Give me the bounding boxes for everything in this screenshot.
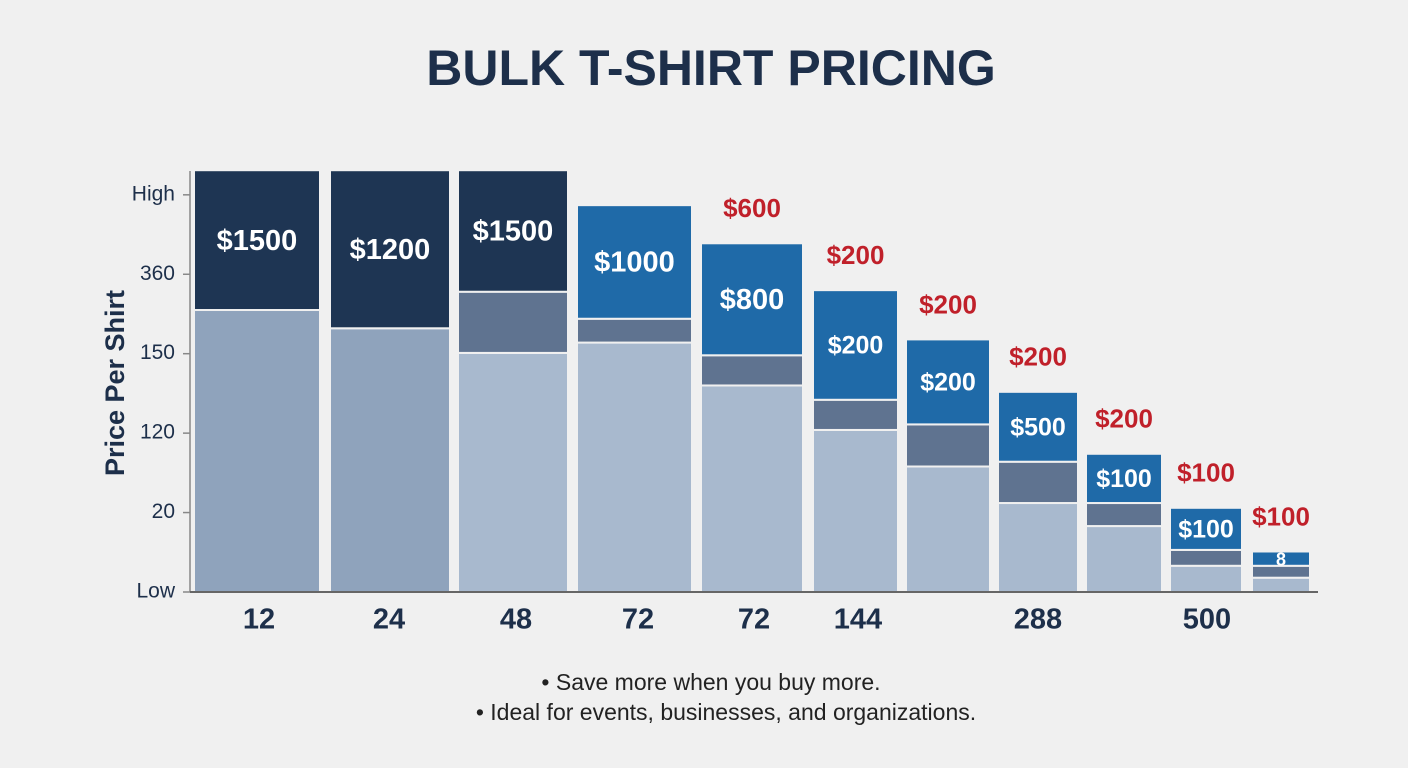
bar-segment	[905, 465, 991, 594]
bar-segment	[576, 341, 693, 593]
callout-label: $200	[919, 289, 977, 319]
x-tick-label: 500	[1183, 604, 1231, 636]
note: • Ideal for events, businesses, and orga…	[476, 699, 976, 725]
bar-segment	[1085, 502, 1163, 528]
y-tick-label: High	[132, 182, 175, 205]
bar-segment	[193, 169, 321, 312]
bar-segment	[329, 327, 451, 593]
bar-label: $1000	[594, 247, 675, 279]
y-tick-label: 120	[140, 421, 175, 444]
bar-segment	[812, 398, 899, 431]
bar-segment	[1169, 548, 1243, 567]
bar-segment	[812, 289, 899, 401]
bar-segment	[812, 428, 899, 593]
bar-segment	[457, 290, 569, 354]
bar-label: $200	[920, 369, 976, 397]
x-tick-label: 12	[243, 604, 275, 636]
callout-label: $200	[1009, 342, 1067, 372]
x-tick-label: 72	[622, 604, 654, 636]
bar-segment	[1085, 525, 1163, 594]
bar-label: $100	[1178, 515, 1234, 543]
bar-segment	[700, 384, 804, 594]
bar-segment	[997, 460, 1079, 505]
y-tick-label: 360	[140, 262, 175, 285]
x-tick-label: 72	[738, 604, 770, 636]
bar-segment	[997, 390, 1079, 463]
bar-segment	[700, 354, 804, 387]
bar-segment	[700, 242, 804, 357]
bar-segment	[1169, 564, 1243, 594]
bar-segment	[329, 169, 451, 330]
y-axis-label: Price Per Shirt	[100, 290, 130, 476]
bar-segment	[576, 317, 693, 344]
callout-label: $600	[723, 193, 781, 223]
bar-segment	[997, 502, 1079, 593]
bar-label: $800	[720, 284, 785, 316]
bar-label: $1500	[473, 216, 554, 248]
bar-label: 8	[1276, 549, 1286, 569]
bar-segment	[1169, 506, 1243, 551]
bar-segment	[905, 338, 991, 426]
x-tick-label: 144	[834, 604, 882, 636]
bar-label: $500	[1010, 413, 1066, 441]
bar-segment	[457, 351, 569, 593]
bar-segment	[1251, 550, 1311, 567]
x-tick-label: 288	[1014, 604, 1062, 636]
bar-label: $1500	[217, 225, 298, 257]
bar-segment	[1251, 576, 1311, 594]
bar-segment	[576, 204, 693, 320]
y-tick-label: Low	[136, 580, 175, 603]
callout-label: $200	[1095, 404, 1153, 434]
note: • Save more when you buy more.	[541, 669, 880, 695]
bar-segment	[1085, 452, 1163, 505]
y-tick-label: 20	[152, 500, 175, 523]
callout-label: $100	[1177, 458, 1235, 488]
bar-label: $100	[1096, 465, 1152, 493]
y-tick-label: 150	[140, 341, 175, 364]
callout-label: $100	[1252, 501, 1310, 531]
bar-segment	[457, 169, 569, 293]
bar-segment	[193, 309, 321, 593]
bar-segment	[905, 423, 991, 468]
chart-title: BULK T-SHIRT PRICING	[426, 40, 995, 96]
callout-label: $200	[827, 240, 885, 270]
bar-label: $1200	[350, 234, 431, 266]
x-tick-label: 24	[373, 604, 405, 636]
x-tick-label: 48	[500, 604, 532, 636]
bar-label: $200	[828, 332, 884, 360]
